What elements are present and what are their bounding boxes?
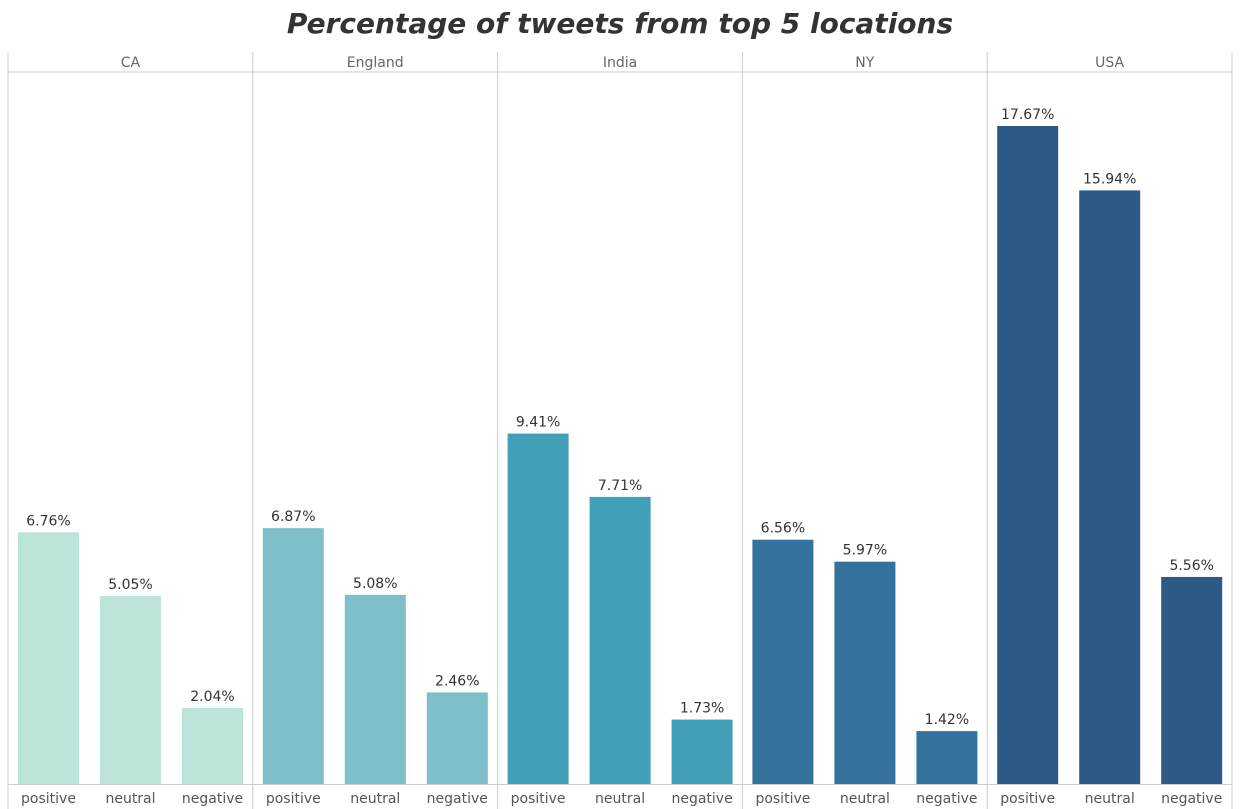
x-tick-label: negative (182, 791, 243, 807)
data-label: 2.04% (190, 689, 234, 705)
bar-england-negative (426, 692, 488, 784)
bar-ny-positive (752, 539, 814, 784)
bar-ca-positive (18, 532, 79, 784)
bar-england-positive (262, 528, 324, 784)
data-label: 1.42% (925, 712, 969, 728)
x-tick-label: negative (671, 791, 732, 807)
data-label: 15.94% (1083, 171, 1136, 187)
bar-india-neutral (589, 496, 651, 784)
x-tick-label: negative (427, 791, 488, 807)
x-tick-label: negative (1161, 791, 1222, 807)
x-tick-label: positive (511, 791, 566, 807)
x-tick-label: positive (266, 791, 321, 807)
bar-ny-negative (916, 731, 978, 784)
x-tick-label: neutral (350, 791, 400, 807)
panel-header-india: India (603, 55, 637, 71)
data-label: 17.67% (1001, 107, 1054, 123)
x-tick-label: neutral (840, 791, 890, 807)
data-label: 5.56% (1169, 558, 1213, 574)
data-label: 5.05% (108, 577, 152, 593)
data-label: 6.56% (761, 521, 805, 537)
bar-ca-neutral (100, 595, 161, 784)
bar-usa-negative (1161, 576, 1223, 784)
chart-title: Percentage of tweets from top 5 location… (286, 7, 954, 40)
data-label: 6.76% (26, 513, 70, 529)
panel-header-ny: NY (855, 55, 874, 71)
data-label: 2.46% (435, 673, 479, 689)
x-tick-label: neutral (105, 791, 155, 807)
bar-ny-neutral (834, 561, 896, 784)
bar-usa-positive (997, 126, 1059, 784)
x-tick-label: positive (755, 791, 810, 807)
data-label: 5.97% (843, 543, 887, 559)
data-label: 7.71% (598, 478, 642, 494)
data-label: 6.87% (271, 509, 315, 525)
panel-header-usa: USA (1095, 55, 1124, 71)
bar-england-neutral (344, 594, 406, 784)
panel-header-ca: CA (121, 55, 141, 71)
bar-india-negative (671, 719, 733, 784)
data-label: 9.41% (516, 415, 560, 431)
data-label: 5.08% (353, 576, 397, 592)
x-tick-label: neutral (1085, 791, 1135, 807)
bar-usa-neutral (1079, 190, 1141, 784)
x-tick-label: negative (916, 791, 977, 807)
panel-header-england: England (347, 55, 404, 71)
x-tick-label: neutral (595, 791, 645, 807)
x-tick-label: positive (21, 791, 76, 807)
bar-india-positive (507, 433, 569, 784)
data-label: 1.73% (680, 701, 724, 717)
x-tick-label: positive (1000, 791, 1055, 807)
bar-ca-negative (182, 708, 243, 784)
